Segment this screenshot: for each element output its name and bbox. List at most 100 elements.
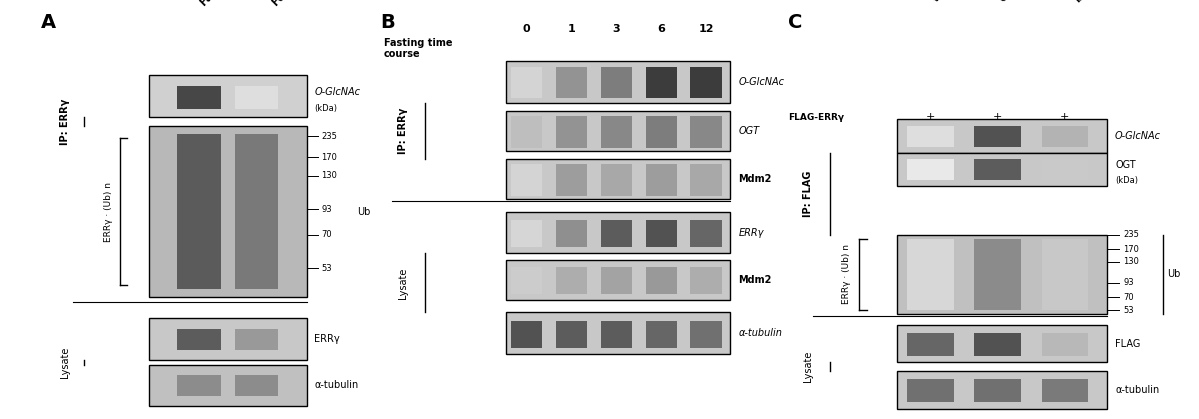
FancyBboxPatch shape: [601, 321, 632, 348]
Text: IP: FLAG: IP: FLAG: [803, 171, 813, 217]
Text: 6: 6: [657, 24, 665, 34]
Text: Ub: Ub: [357, 207, 370, 217]
FancyBboxPatch shape: [511, 116, 542, 148]
Text: 70: 70: [321, 230, 332, 239]
FancyBboxPatch shape: [1042, 126, 1087, 147]
FancyBboxPatch shape: [556, 267, 588, 294]
Text: (kDa): (kDa): [1115, 176, 1138, 185]
FancyBboxPatch shape: [601, 267, 632, 294]
Text: ERRγ: ERRγ: [739, 228, 764, 238]
Text: 130: 130: [1123, 257, 1139, 266]
FancyBboxPatch shape: [645, 220, 676, 247]
FancyBboxPatch shape: [975, 333, 1020, 356]
Text: Lysate: Lysate: [60, 347, 70, 378]
FancyBboxPatch shape: [645, 165, 676, 196]
Text: α-tubulin: α-tubulin: [1115, 385, 1159, 395]
Text: Lysate: Lysate: [803, 351, 813, 382]
Text: 53: 53: [321, 264, 332, 273]
Text: +: +: [926, 112, 935, 122]
Text: 93: 93: [1123, 278, 1134, 287]
FancyBboxPatch shape: [908, 333, 953, 356]
FancyBboxPatch shape: [975, 239, 1020, 310]
Text: 53: 53: [1123, 305, 1134, 315]
Text: FLAG: FLAG: [1115, 339, 1140, 349]
Text: 170: 170: [321, 153, 337, 162]
Text: IP: ERRγ: IP: ERRγ: [60, 98, 70, 145]
FancyBboxPatch shape: [506, 312, 730, 354]
FancyBboxPatch shape: [897, 325, 1107, 362]
Text: 3: 3: [613, 24, 620, 34]
FancyBboxPatch shape: [511, 267, 542, 294]
Text: O-GlcNAc: O-GlcNAc: [314, 87, 360, 97]
Text: Vehicle: Vehicle: [930, 0, 965, 4]
FancyBboxPatch shape: [601, 116, 632, 148]
FancyBboxPatch shape: [149, 318, 307, 360]
FancyBboxPatch shape: [506, 61, 730, 103]
FancyBboxPatch shape: [691, 165, 722, 196]
FancyBboxPatch shape: [645, 116, 676, 148]
Text: A: A: [41, 13, 56, 31]
Text: Glucagon: Glucagon: [998, 0, 1041, 4]
Text: 93: 93: [321, 205, 332, 214]
FancyBboxPatch shape: [897, 235, 1107, 314]
Text: Ub: Ub: [1168, 269, 1181, 279]
Text: 235: 235: [1123, 230, 1139, 239]
FancyBboxPatch shape: [177, 375, 221, 396]
FancyBboxPatch shape: [506, 111, 730, 151]
FancyBboxPatch shape: [511, 220, 542, 247]
FancyBboxPatch shape: [506, 260, 730, 300]
FancyBboxPatch shape: [897, 371, 1107, 409]
FancyBboxPatch shape: [975, 379, 1020, 402]
Text: O-GlcNAc: O-GlcNAc: [739, 77, 784, 87]
Text: 1: 1: [567, 24, 576, 34]
FancyBboxPatch shape: [975, 159, 1020, 180]
FancyBboxPatch shape: [645, 321, 676, 348]
Text: C: C: [788, 13, 802, 31]
Text: α-tubulin: α-tubulin: [314, 380, 359, 391]
FancyBboxPatch shape: [235, 134, 278, 289]
FancyBboxPatch shape: [177, 86, 221, 109]
FancyBboxPatch shape: [975, 126, 1020, 147]
FancyBboxPatch shape: [149, 126, 307, 297]
Text: Feeding 2 hr: Feeding 2 hr: [271, 0, 327, 8]
FancyBboxPatch shape: [511, 165, 542, 196]
Text: ERRγ · (Ub) n: ERRγ · (Ub) n: [842, 244, 851, 305]
Text: Mdm2: Mdm2: [739, 174, 772, 184]
Text: OGT: OGT: [1115, 160, 1135, 170]
Text: B: B: [380, 13, 394, 31]
FancyBboxPatch shape: [645, 267, 676, 294]
FancyBboxPatch shape: [897, 153, 1107, 186]
FancyBboxPatch shape: [1042, 333, 1087, 356]
Text: Lysate: Lysate: [398, 267, 409, 298]
FancyBboxPatch shape: [556, 165, 588, 196]
FancyBboxPatch shape: [177, 134, 221, 289]
Text: OGT: OGT: [739, 126, 760, 136]
FancyBboxPatch shape: [908, 379, 953, 402]
FancyBboxPatch shape: [556, 67, 588, 98]
FancyBboxPatch shape: [1042, 379, 1087, 402]
FancyBboxPatch shape: [511, 321, 542, 348]
Text: 12: 12: [698, 24, 713, 34]
FancyBboxPatch shape: [556, 220, 588, 247]
Text: 130: 130: [321, 171, 337, 181]
FancyBboxPatch shape: [556, 321, 588, 348]
FancyBboxPatch shape: [601, 165, 632, 196]
FancyBboxPatch shape: [511, 67, 542, 98]
FancyBboxPatch shape: [177, 329, 221, 350]
FancyBboxPatch shape: [506, 159, 730, 199]
FancyBboxPatch shape: [556, 116, 588, 148]
FancyBboxPatch shape: [506, 212, 730, 253]
FancyBboxPatch shape: [691, 116, 722, 148]
FancyBboxPatch shape: [691, 321, 722, 348]
Text: 235: 235: [321, 132, 337, 141]
Text: 0: 0: [523, 24, 530, 34]
Text: ERRγ: ERRγ: [314, 334, 339, 344]
Text: 70: 70: [1123, 293, 1134, 302]
FancyBboxPatch shape: [645, 67, 676, 98]
Text: FLAG-ERRγ: FLAG-ERRγ: [788, 113, 844, 122]
FancyBboxPatch shape: [601, 67, 632, 98]
FancyBboxPatch shape: [1042, 239, 1087, 310]
FancyBboxPatch shape: [149, 365, 307, 406]
FancyBboxPatch shape: [908, 126, 953, 147]
Text: α-tubulin: α-tubulin: [739, 328, 783, 338]
